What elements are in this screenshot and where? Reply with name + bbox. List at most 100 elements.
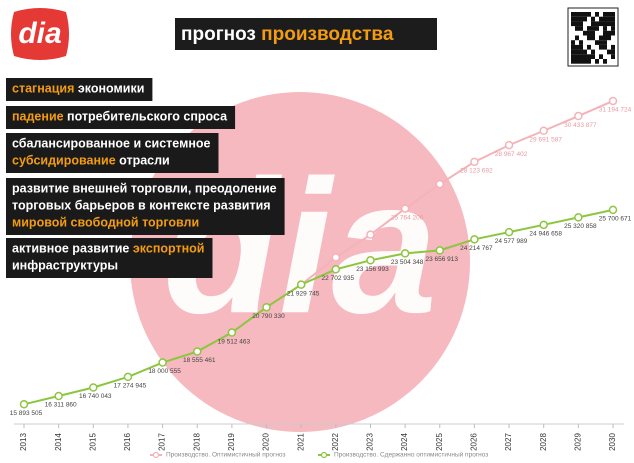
qr-cell: [579, 16, 583, 22]
factor-text: сбалансированное и системное: [12, 137, 211, 151]
factor-text: субсидирование: [12, 154, 116, 168]
value-label: 23 504 348: [391, 259, 424, 266]
logo: dia: [11, 8, 69, 60]
qr-cell: [595, 40, 599, 45]
value-label: 18 000 555: [148, 368, 181, 375]
qr-cell: [595, 26, 599, 31]
qr-cell: [579, 59, 583, 64]
qr-cell: [575, 21, 579, 27]
legend-label: Производство. Сдержанно оптимистичный пр…: [334, 451, 488, 459]
x-tick-label: 2023: [366, 433, 375, 451]
series-point: [608, 96, 618, 106]
qr-cell: [607, 49, 611, 55]
qr-cell: [571, 16, 575, 22]
factor-line: торговых барьеров в контексте развития: [12, 199, 271, 213]
factor-line: инфраструктуры: [12, 259, 118, 273]
factor-line: субсидирование отрасли: [12, 154, 170, 168]
qr-cell: [611, 26, 615, 31]
qr-cell: [599, 54, 603, 59]
series-point: [504, 140, 514, 150]
value-label: 15 893 505: [10, 410, 43, 417]
value-label: 24 946 658: [529, 231, 562, 238]
value-label: 30 433 877: [564, 122, 597, 129]
qr-cell: [579, 44, 583, 50]
qr-cell: [603, 16, 607, 22]
qr-cell: [611, 44, 615, 50]
factor-line: развитие внешней торговли, преодоление: [12, 182, 277, 196]
logo-shape: [11, 8, 69, 60]
qr-cell: [595, 12, 599, 17]
x-tick-label: 2030: [608, 433, 617, 451]
x-tick-label: 2016: [123, 433, 132, 451]
value-label: 25 700 671: [599, 216, 632, 223]
qr-cell: [579, 49, 583, 55]
value-label: 25 764 206: [391, 214, 424, 221]
qr-cell: [583, 30, 587, 36]
factor-text: стагнация: [12, 82, 74, 96]
value-label: 23 156 993: [356, 266, 389, 273]
x-tick-label: 2025: [435, 433, 444, 451]
watermark-circle: [130, 92, 470, 432]
qr-cell: [571, 40, 575, 45]
x-tick-label: 2028: [539, 433, 548, 451]
qr-cell: [571, 54, 575, 59]
qr-cell: [583, 59, 587, 64]
qr-cell: [579, 54, 583, 59]
value-label: 31 194 724: [599, 107, 632, 114]
series-point: [470, 157, 479, 167]
qr-cell: [587, 54, 591, 59]
factor-text: потребительского спроса: [64, 110, 229, 124]
qr-cell: [591, 16, 595, 22]
qr-cell: [591, 30, 595, 36]
qr-cell: [599, 40, 603, 45]
x-tick-label: 2024: [400, 433, 409, 451]
factor-text: активное развитие: [12, 242, 133, 256]
qr-cell: [607, 35, 611, 41]
x-tick-label: 2014: [54, 433, 63, 451]
qr-cell: [591, 26, 595, 31]
qr-cell: [603, 40, 607, 45]
qr-cell: [599, 16, 603, 22]
series-point: [539, 126, 548, 136]
qr-cell: [583, 54, 587, 59]
value-label: 16 311 860: [45, 402, 77, 409]
series-point: [19, 400, 29, 409]
qr-cell: [599, 35, 603, 41]
qr-cell: [579, 21, 583, 27]
qr-cell: [607, 30, 611, 36]
qr-cell: [571, 12, 575, 17]
series-point: [435, 179, 445, 189]
qr-cell: [575, 44, 579, 50]
qr-cell: [571, 21, 575, 27]
qr-cell: [611, 21, 615, 27]
series-point: [435, 246, 445, 255]
series-point: [192, 347, 202, 356]
series-point: [470, 235, 479, 244]
qr-cell: [579, 12, 583, 17]
qr-cell: [575, 59, 579, 64]
x-tick-label: 2020: [262, 433, 271, 451]
factor-text: развитие внешней торговли, преодоление: [12, 182, 277, 196]
series-point: [123, 372, 133, 382]
series-point: [504, 227, 514, 237]
x-tick-label: 2026: [470, 433, 479, 451]
title: прогноз производства: [181, 24, 394, 45]
legend-marker: [320, 451, 328, 459]
value-label: 18 555 461: [183, 357, 216, 364]
logo-text: dia: [18, 17, 61, 50]
x-tick-label: 2029: [573, 433, 582, 451]
qr-cell: [603, 30, 607, 36]
value-label: 16 740 043: [79, 393, 112, 400]
qr-cell: [579, 26, 583, 31]
qr-cell: [575, 12, 579, 17]
series-point: [296, 280, 306, 289]
factor-line: сбалансированное и системное: [12, 137, 211, 151]
qr-cell: [603, 35, 607, 41]
series-point: [89, 383, 98, 392]
qr-cell: [591, 54, 595, 59]
series-point: [539, 220, 548, 230]
series-point: [331, 253, 341, 262]
title-accent: производства: [261, 24, 394, 45]
qr-cell: [599, 44, 603, 50]
legend-marker: [152, 451, 160, 459]
